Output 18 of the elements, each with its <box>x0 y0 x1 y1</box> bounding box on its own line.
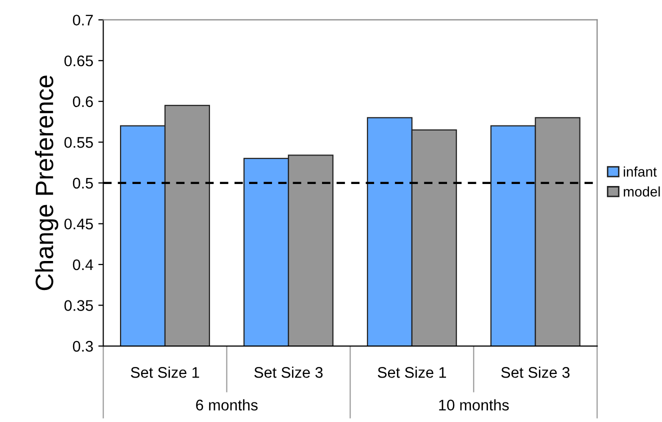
y-axis-title: Change Preference <box>34 76 58 290</box>
y-tick-label: 0.4 <box>72 259 94 270</box>
y-tick-label: 0.45 <box>64 218 93 230</box>
text: 10 months <box>439 399 509 410</box>
y-tick-label: 0.65 <box>64 55 93 66</box>
text: 6 months <box>196 399 258 410</box>
x-tick-label: Set Size 1 <box>130 366 200 378</box>
y-tick-label: 0.7 <box>72 14 93 26</box>
y-tick-label: 0.35 <box>64 300 93 311</box>
legend-label: model <box>624 186 660 197</box>
x-tick-label: Set Size 1 <box>378 366 446 378</box>
legend-label: infant <box>624 166 657 177</box>
y-tick-label: 0.5 <box>72 178 93 189</box>
x-tick-label: Set Size 3 <box>501 366 570 378</box>
x-tick-label: Set Size 3 <box>254 366 323 378</box>
y-tick-label: 0.6 <box>72 96 93 108</box>
y-tick-label: 0.3 <box>72 340 93 352</box>
y-tick-label: 0.55 <box>64 137 93 148</box>
